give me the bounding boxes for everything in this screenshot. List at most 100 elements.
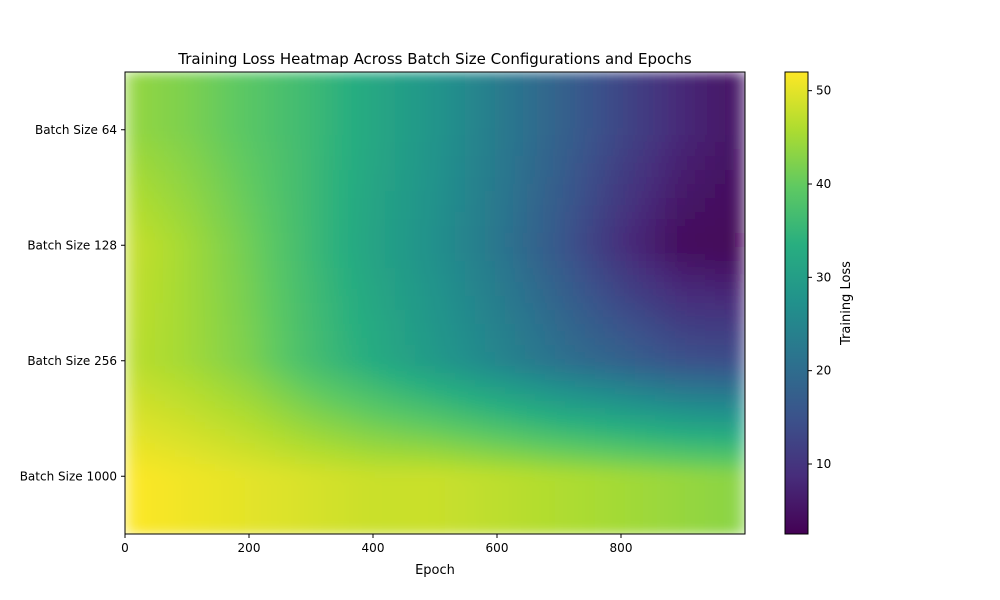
heatmap-cell xyxy=(355,261,366,269)
heatmap-cell xyxy=(735,310,745,318)
heatmap-cell xyxy=(685,114,696,122)
heatmap-cell xyxy=(555,443,566,451)
heatmap-cell xyxy=(235,254,246,262)
heatmap-cell xyxy=(515,191,526,199)
heatmap-cell xyxy=(665,156,676,164)
heatmap-cell xyxy=(355,107,366,115)
heatmap-cell xyxy=(535,352,546,360)
heatmap-cell xyxy=(715,79,726,87)
heatmap-cell xyxy=(645,212,656,220)
heatmap-cell xyxy=(175,205,186,213)
heatmap-cell xyxy=(355,100,366,108)
heatmap-cell xyxy=(275,268,286,276)
heatmap-cell xyxy=(155,184,166,192)
heatmap-cell xyxy=(265,72,276,80)
heatmap-cell xyxy=(545,268,556,276)
heatmap-cell xyxy=(265,128,276,136)
heatmap-cell xyxy=(445,527,456,534)
heatmap-cell xyxy=(305,156,316,164)
heatmap-cell xyxy=(535,156,546,164)
heatmap-cell xyxy=(235,408,246,416)
heatmap-cell xyxy=(445,450,456,458)
heatmap-cell xyxy=(275,310,286,318)
heatmap-cell xyxy=(485,128,496,136)
heatmap-cell xyxy=(405,163,416,171)
heatmap-cell xyxy=(365,380,376,388)
heatmap-cell xyxy=(715,163,726,171)
heatmap-cell xyxy=(245,317,256,325)
heatmap-cell xyxy=(675,100,686,108)
heatmap-cell xyxy=(255,457,266,465)
heatmap-cell xyxy=(385,254,396,262)
heatmap-cell xyxy=(635,359,646,367)
heatmap-cell xyxy=(395,443,406,451)
heatmap-cell xyxy=(735,520,745,528)
heatmap-cell xyxy=(575,135,586,143)
heatmap-cell xyxy=(625,478,636,486)
heatmap-cell xyxy=(185,373,196,381)
heatmap-cell xyxy=(485,331,496,339)
heatmap-cell xyxy=(485,492,496,500)
heatmap-cell xyxy=(665,380,676,388)
heatmap-cell xyxy=(605,457,616,465)
heatmap-cell xyxy=(215,114,226,122)
heatmap-cell xyxy=(665,527,676,534)
heatmap-cell xyxy=(665,436,676,444)
heatmap-cell xyxy=(685,79,696,87)
heatmap-cell xyxy=(535,107,546,115)
heatmap-cell xyxy=(685,177,696,185)
heatmap-cell xyxy=(695,79,706,87)
heatmap-cell xyxy=(155,338,166,346)
heatmap-cell xyxy=(135,485,146,493)
heatmap-cell xyxy=(285,429,296,437)
heatmap-cell xyxy=(585,317,596,325)
heatmap-cell xyxy=(325,317,336,325)
heatmap-cell xyxy=(435,422,446,430)
heatmap-cell xyxy=(605,331,616,339)
heatmap-cell xyxy=(625,436,636,444)
heatmap-cell xyxy=(625,114,636,122)
heatmap-cell xyxy=(135,457,146,465)
heatmap-cell xyxy=(735,296,745,304)
heatmap-cell xyxy=(605,394,616,402)
heatmap-cell xyxy=(715,177,726,185)
heatmap-cell xyxy=(215,527,226,534)
heatmap-cell xyxy=(435,485,446,493)
heatmap-cell xyxy=(155,261,166,269)
heatmap-cell xyxy=(425,408,436,416)
heatmap-cell xyxy=(485,198,496,206)
heatmap-cell xyxy=(245,226,256,234)
heatmap-cell xyxy=(365,471,376,479)
heatmap-cell xyxy=(545,520,556,528)
heatmap-cell xyxy=(125,457,136,465)
heatmap-cell xyxy=(265,527,276,534)
heatmap-cell xyxy=(315,177,326,185)
heatmap-cell xyxy=(285,191,296,199)
heatmap-cell xyxy=(205,303,216,311)
heatmap-cell xyxy=(515,366,526,374)
heatmap-cell xyxy=(545,317,556,325)
heatmap-cell xyxy=(595,240,606,248)
heatmap-cell xyxy=(135,282,146,290)
heatmap-cell xyxy=(675,184,686,192)
heatmap-cell xyxy=(675,352,686,360)
heatmap-cell xyxy=(295,401,306,409)
heatmap-cell xyxy=(485,366,496,374)
heatmap-cell xyxy=(315,408,326,416)
heatmap-cell xyxy=(535,149,546,157)
heatmap-cell xyxy=(565,478,576,486)
heatmap-cell xyxy=(625,450,636,458)
heatmap-cell xyxy=(365,422,376,430)
heatmap-cell xyxy=(155,352,166,360)
heatmap-cell xyxy=(635,170,646,178)
heatmap-cell xyxy=(255,520,266,528)
heatmap-cell xyxy=(295,184,306,192)
heatmap-cell xyxy=(475,93,486,101)
heatmap-cell xyxy=(505,380,516,388)
heatmap-cell xyxy=(595,443,606,451)
heatmap-cell xyxy=(615,485,626,493)
heatmap-cell xyxy=(495,443,506,451)
heatmap-cell xyxy=(175,520,186,528)
heatmap-cell xyxy=(425,366,436,374)
heatmap-cell xyxy=(555,177,566,185)
